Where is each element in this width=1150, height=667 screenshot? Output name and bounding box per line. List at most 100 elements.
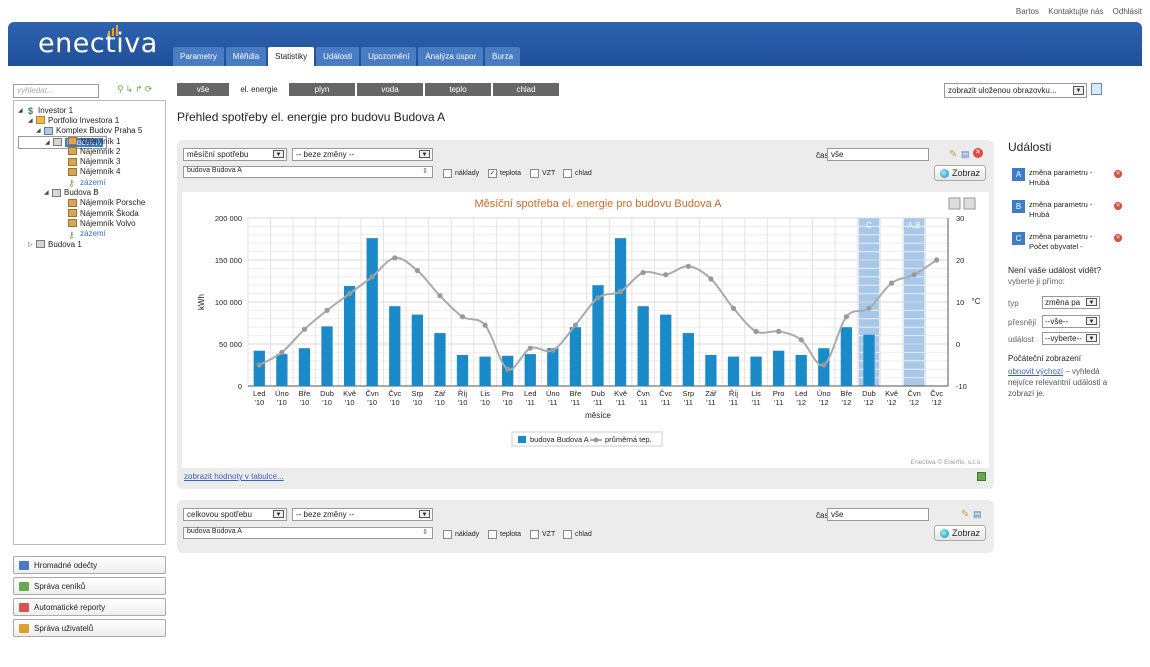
tree-toggle-icon[interactable]: ▷	[28, 241, 33, 248]
download-icon[interactable]	[963, 197, 976, 210]
tab-4[interactable]: Upozornění	[361, 47, 417, 66]
tree-toggle-icon[interactable]: ◢	[45, 139, 50, 146]
filter-tab-5[interactable]: chlad	[493, 83, 559, 96]
user-link[interactable]: Bartos	[1015, 7, 1040, 16]
expand-icon[interactable]: ↳	[125, 84, 136, 94]
chart-icon[interactable]: ▤	[961, 149, 970, 159]
temperature-point	[617, 288, 624, 295]
change-select[interactable]: -- beze změny -- ▼	[292, 148, 433, 161]
sidebar-button-3[interactable]: Správa uživatelů	[13, 619, 166, 637]
chart-title: Měsíční spotřeba el. energie pro budovu …	[474, 198, 722, 210]
saved-view-select[interactable]: zobrazit uloženou obrazovku... ▼	[944, 83, 1087, 98]
tree-node[interactable]: Nájemník 4	[18, 167, 161, 177]
print-icon[interactable]	[948, 197, 961, 210]
filter-tab-4[interactable]: teplo	[425, 83, 491, 96]
consumption-type-select[interactable]: měsíční spotřebu ▼	[183, 148, 287, 161]
remove-icon[interactable]: ✕	[1114, 202, 1122, 210]
tree-node[interactable]: ⚷ zázemí	[18, 229, 161, 240]
tree-node[interactable]: Nájemník 1	[18, 136, 161, 146]
remove-icon[interactable]: ✕	[1114, 170, 1122, 178]
tree-node[interactable]: Nájemník Porsche	[18, 198, 161, 208]
object-select-2[interactable]: budova Budova A ⇕	[183, 527, 433, 539]
sidebar-button-1[interactable]: Správa ceníků	[13, 577, 166, 595]
temperature-point	[798, 337, 804, 343]
checkbox-costs[interactable]: náklady	[443, 169, 479, 178]
time-input-2[interactable]: vše	[827, 508, 929, 521]
checkbox-vzt-2[interactable]: VZT	[530, 530, 555, 539]
sidebar-button-0[interactable]: Hromadné odečty	[13, 556, 166, 574]
tree-node[interactable]: ⚷ zázemí	[18, 177, 161, 189]
temperature-point	[934, 257, 940, 263]
remove-icon[interactable]: ✕	[1114, 234, 1122, 242]
x-tick-year: '11	[751, 398, 760, 407]
search-icon[interactable]: ⚲	[117, 84, 126, 94]
collapse-icon[interactable]: ↱	[135, 84, 145, 94]
show-button-2[interactable]: Zobraz	[934, 525, 986, 541]
table-link[interactable]: zobrazit hodnoty v tabulce...	[184, 472, 284, 481]
tree-node[interactable]: Nájemník 2	[18, 146, 161, 156]
filter-tab-3[interactable]: voda	[357, 83, 423, 96]
tree-node[interactable]: ◢ Portfolio Investora 1	[18, 115, 161, 125]
event-select[interactable]: --vyberte-- ▼	[1042, 332, 1100, 345]
tab-5[interactable]: Analýza úspor	[418, 47, 484, 66]
tree-node[interactable]: ◢ Komplex Budov Praha 5	[18, 126, 161, 136]
tree-node[interactable]: Nájemník 3	[18, 156, 161, 166]
time-input[interactable]: vše	[827, 148, 929, 161]
excel-icon[interactable]	[977, 472, 986, 481]
tree-toggle-icon[interactable]: ◢	[18, 107, 23, 114]
tree-node[interactable]: ◢ Budova B	[18, 187, 161, 197]
search-input[interactable]: vyhledat...	[13, 84, 99, 98]
main-tabs: Parametry Měřidla Statistiky Události Upozor…	[173, 47, 521, 66]
checkbox-temperature-2[interactable]: teplota	[488, 530, 521, 539]
chart-icon[interactable]: ▤	[973, 509, 982, 519]
tree-node[interactable]: Nájemník Škoda	[18, 208, 161, 218]
logo[interactable]: enectiva	[38, 25, 158, 59]
checkbox-vzt[interactable]: VZT	[530, 169, 555, 178]
tree-node[interactable]: ▷ Budova 1	[18, 239, 161, 249]
bar	[705, 354, 717, 386]
chart-panel: měsíční spotřebu ▼ -- beze změny -- ▼ budo…	[177, 140, 994, 489]
tree-node[interactable]: ◢ $ Investor 1	[18, 105, 161, 117]
tree-node[interactable]: Nájemník Volvo	[18, 218, 161, 228]
precise-select[interactable]: --vše-- ▼	[1042, 315, 1100, 328]
tab-0[interactable]: Parametry	[173, 47, 224, 66]
tree-node-label: Budova B	[64, 188, 99, 198]
consumption-type-select-2[interactable]: celkovou spotřebu ▼	[183, 508, 287, 521]
checkbox-label: teplota	[500, 531, 522, 538]
tab-3[interactable]: Události	[316, 47, 360, 66]
tab-1[interactable]: Měřidla	[225, 47, 267, 66]
close-icon[interactable]: ✕	[973, 148, 983, 158]
filter-tab-2[interactable]: plyn	[289, 83, 355, 96]
change-select-2[interactable]: -- beze změny -- ▼	[292, 508, 433, 521]
x-tick-label: Led	[795, 389, 808, 398]
type-select[interactable]: změna pa ▼	[1042, 296, 1100, 309]
logout-link[interactable]: Odhlásit	[1112, 7, 1142, 16]
tree-node[interactable]: ◢ Budova A	[18, 135, 108, 149]
checkbox-cooling-2[interactable]: chlad	[563, 530, 592, 539]
checkbox-temperature[interactable]: ✓ teplota	[488, 169, 521, 178]
tab-2[interactable]: Statistiky	[268, 47, 315, 66]
tree-toggle-icon[interactable]: ◢	[36, 128, 41, 135]
tab-6[interactable]: Burza	[485, 47, 521, 66]
tree-toggle-icon[interactable]: ◢	[44, 190, 49, 197]
filter-tab-0[interactable]: vše	[177, 83, 229, 96]
logo-text: enectiva	[38, 28, 158, 59]
show-button[interactable]: Zobraz	[934, 165, 986, 181]
bar	[863, 334, 875, 386]
refresh-icon[interactable]: ⟳	[144, 84, 155, 94]
edit-icon[interactable]: ✎	[961, 509, 970, 520]
checkbox-cooling[interactable]: chlad	[563, 169, 592, 178]
reset-link[interactable]: obnovit výchozí	[1008, 367, 1064, 376]
edit-icon[interactable]: ✎	[949, 149, 958, 160]
filter-tab-1[interactable]: el. energie	[231, 83, 287, 96]
object-select[interactable]: budova Budova A ⇕	[183, 166, 433, 178]
contact-link[interactable]: Kontaktujte nás	[1048, 7, 1104, 16]
sidebar-button-2[interactable]: Automatické reporty	[13, 598, 166, 616]
checkbox-costs-2[interactable]: náklady	[443, 530, 479, 539]
tree-toggle-icon[interactable]: ◢	[28, 117, 33, 124]
y-tick-label: 50 000	[219, 340, 242, 349]
save-icon[interactable]	[1091, 83, 1102, 95]
